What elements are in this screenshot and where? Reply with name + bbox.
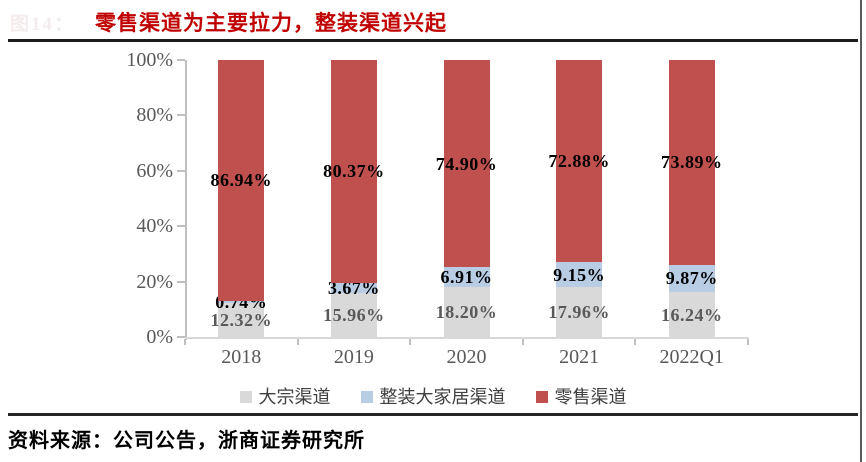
bar-segment-value-label: 74.90% xyxy=(435,153,498,174)
bar-segment-value-label: 3.67% xyxy=(327,277,380,298)
x-axis-tick xyxy=(184,339,186,345)
bar-segment-value-label: 9.87% xyxy=(665,268,718,289)
bar-segment-value-label: 17.96% xyxy=(548,302,610,323)
x-axis-line xyxy=(185,337,749,339)
bar-segment-大宗渠道 xyxy=(556,287,603,337)
x-axis-category-label: 2018 xyxy=(221,346,262,368)
bar-segment-零售渠道 xyxy=(443,59,490,268)
x-axis-tick xyxy=(409,339,412,345)
legend-item-大宗渠道: 大宗渠道 xyxy=(239,387,331,407)
bar-segment-大宗渠道 xyxy=(668,292,715,337)
bar-segment-大宗渠道 xyxy=(330,292,377,337)
legend-label: 整装大家居渠道 xyxy=(379,387,506,407)
bar-segment-零售渠道 xyxy=(556,60,603,262)
figure-title: 零售渠道为主要拉力，整装渠道兴起 xyxy=(95,11,447,35)
x-axis-tick xyxy=(747,339,749,345)
y-axis-tick-label: 40% xyxy=(136,215,173,238)
y-axis-tick xyxy=(177,225,185,228)
bar-segment-整装大家居渠道 xyxy=(218,300,265,303)
bar-segment-大宗渠道 xyxy=(218,302,265,337)
legend-item-零售渠道: 零售渠道 xyxy=(535,387,627,407)
x-axis-tick xyxy=(634,339,637,345)
y-axis-tick xyxy=(177,336,185,338)
bar-segment-大宗渠道 xyxy=(443,286,490,337)
chart-legend: 大宗渠道 整装大家居渠道 零售渠道 xyxy=(0,388,866,406)
page-right-border xyxy=(860,0,862,462)
x-axis-category-label: 2020 xyxy=(446,346,487,368)
bar-segment-value-label: 12.32% xyxy=(210,309,273,330)
bar-segment-整装大家居渠道 xyxy=(443,267,490,287)
y-axis-tick xyxy=(177,114,185,117)
bar-segment-整装大家居渠道 xyxy=(556,261,603,288)
footer-divider xyxy=(8,413,858,416)
y-axis-tick-label: 0% xyxy=(146,326,173,348)
x-axis-tick xyxy=(521,339,524,345)
bar-segment-零售渠道 xyxy=(218,60,265,301)
figure-number: 图14： xyxy=(10,14,76,35)
title-underline xyxy=(8,39,858,42)
y-axis-tick-label: 60% xyxy=(136,159,173,182)
bar-segment-零售渠道 xyxy=(330,60,377,283)
legend-swatch-icon xyxy=(239,391,252,403)
legend-label: 零售渠道 xyxy=(554,387,627,407)
y-axis-tick xyxy=(177,169,185,172)
bar-segment-value-label: 73.89% xyxy=(660,152,723,173)
y-axis-tick xyxy=(177,59,185,61)
bar-segment-value-label: 9.15% xyxy=(553,264,606,285)
bar-segment-value-label: 18.20% xyxy=(435,301,498,322)
legend-item-整装大家居渠道: 整装大家居渠道 xyxy=(360,387,506,407)
bar-segment-value-label: 15.96% xyxy=(323,304,385,325)
bar-segment-value-label: 6.91% xyxy=(440,267,493,288)
bar-segment-value-label: 72.88% xyxy=(548,150,610,171)
y-axis-tick-label: 20% xyxy=(136,270,173,293)
bar-segment-value-label: 16.24% xyxy=(660,304,723,325)
x-axis-category-label: 2019 xyxy=(333,346,374,368)
bar-segment-整装大家居渠道 xyxy=(668,264,715,292)
bar-segment-整装大家居渠道 xyxy=(330,282,377,293)
y-axis-tick xyxy=(177,280,185,283)
y-axis-tick-label: 100% xyxy=(126,49,173,71)
legend-swatch-icon xyxy=(535,391,548,403)
x-axis-tick xyxy=(296,339,299,345)
source-note: 资料来源：公司公告，浙商证券研究所 xyxy=(8,430,365,452)
y-axis-line xyxy=(185,60,187,340)
legend-swatch-icon xyxy=(360,391,373,403)
y-axis-tick-label: 80% xyxy=(136,104,173,127)
x-axis-category-label: 2022Q1 xyxy=(659,346,724,368)
bar-segment-value-label: 80.37% xyxy=(323,161,385,182)
bar-segment-零售渠道 xyxy=(668,60,715,265)
bar-segment-value-label: 86.94% xyxy=(210,170,273,191)
x-axis-category-label: 2021 xyxy=(559,346,600,368)
legend-label: 大宗渠道 xyxy=(258,387,331,407)
